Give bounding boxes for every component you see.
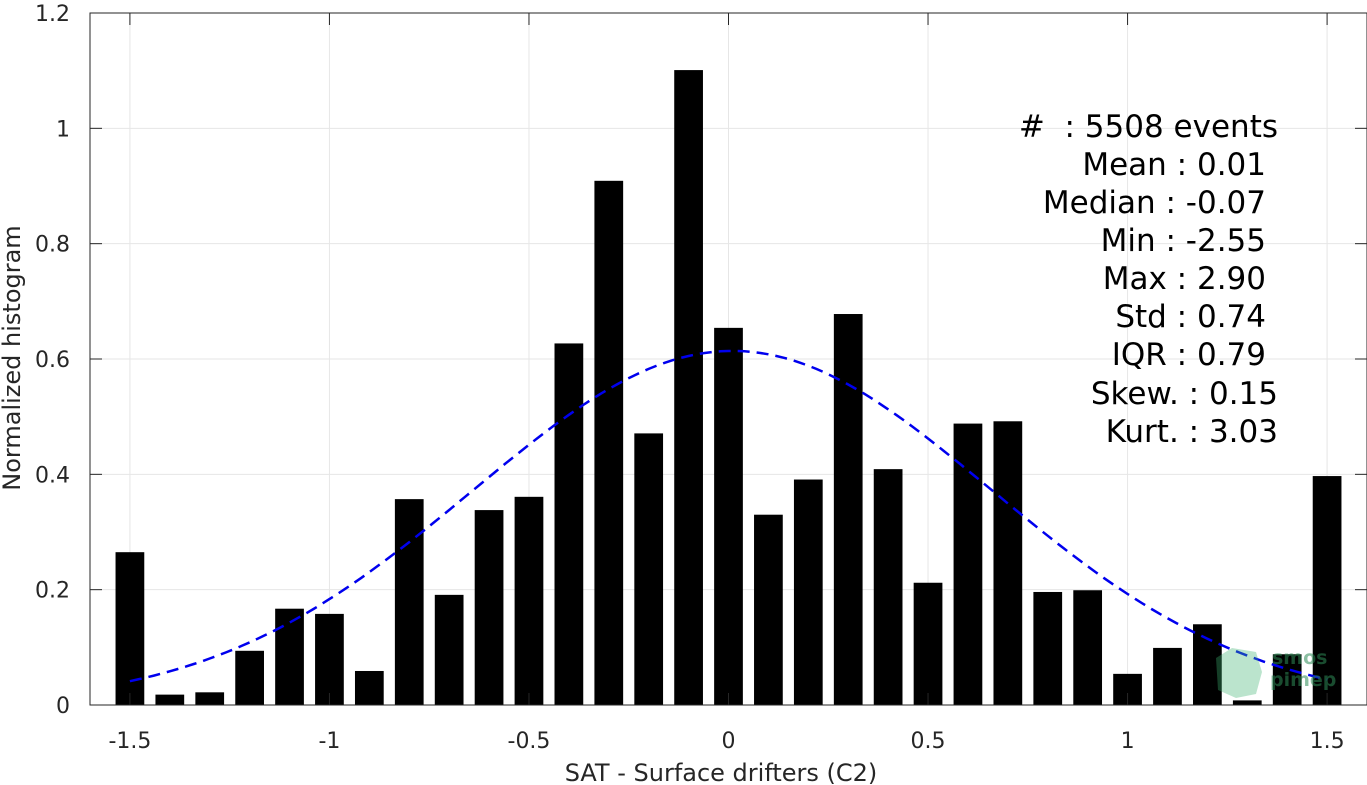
histogram-bar [674,70,703,706]
histogram-bar [913,582,943,705]
stats-line-skew: Skew. : 0.15 [1091,376,1278,412]
y-tick-label: 0.8 [35,233,70,258]
smos-pimep-watermark: smos pimep [1216,647,1336,698]
x-axis-label: SAT - Surface drifters (C2) [565,759,878,785]
histogram-bar [434,594,464,705]
y-tick-label: 0 [56,694,70,719]
histogram-bar [1232,700,1262,705]
histogram-bar [1073,590,1103,705]
x-tick-label: -1 [318,729,340,754]
watermark-logo-shape [1216,648,1262,698]
stats-line-min: Min : -2.55 [1101,223,1266,259]
y-tick-labels: 0 0.2 0.4 0.6 0.8 1 1.2 [35,2,70,719]
x-tick-label: 1.5 [1310,729,1345,754]
histogram-bar [474,510,504,705]
histogram-bar [275,608,304,705]
x-tick-label: 0.5 [911,729,946,754]
histogram-bar [793,479,823,705]
stats-annotation: # : 5508 events Mean : 0.01 Median : -0.… [1019,109,1278,450]
watermark-text-smos: smos [1272,647,1327,669]
histogram-bar [514,496,544,705]
stats-line-max: Max : 2.90 [1103,261,1266,297]
normal-fit-curve [129,349,1328,683]
histogram-bar [1153,647,1182,705]
histogram-bars [115,70,1342,706]
y-tick-label: 0.4 [35,463,70,488]
y-tick-label: 1 [56,117,70,142]
histogram-bar [354,670,384,705]
histogram-bar [1033,591,1063,705]
histogram-bar [714,327,743,705]
histogram-bar [115,552,145,705]
histogram-bar [195,692,225,705]
histogram-bar [873,469,903,705]
stats-line-mean: Mean : 0.01 [1082,147,1266,183]
stats-line-kurt: Kurt. : 3.03 [1106,414,1278,450]
stats-line-std: Std : 0.74 [1115,299,1266,335]
y-tick-label: 0.2 [35,579,70,604]
histogram-bar [394,499,424,705]
histogram-bar [1272,654,1302,705]
watermark-text-pimep: pimep [1270,669,1336,691]
histogram-bar [754,514,783,705]
normal-fit-line [129,349,1328,683]
stats-line-median: Median : -0.07 [1043,185,1266,221]
histogram-bar [1312,476,1342,705]
stats-line-count: # : 5508 events [1019,109,1278,145]
histogram-bar [554,343,584,705]
histogram-bar [953,423,983,705]
histogram-bar [315,613,344,705]
histogram-bar [993,421,1023,705]
stats-line-iqr: IQR : 0.79 [1112,337,1266,373]
y-axis-label: Normalized histogram [0,225,26,490]
x-tick-labels: -1.5 -1 -0.5 0 0.5 1 1.5 [108,729,1344,754]
x-tick-label: -0.5 [508,729,551,754]
x-tick-label: -1.5 [108,729,151,754]
histogram-bar [235,650,264,705]
y-tick-label: 1.2 [35,2,70,27]
x-tick-label: 1 [1121,729,1135,754]
x-tick-label: 0 [722,729,736,754]
histogram-bar [833,314,863,705]
y-tick-label: 0.6 [35,348,70,373]
histogram-bar [634,433,664,705]
axes [89,12,1367,706]
histogram-bar [155,694,185,705]
histogram-bar [594,180,624,705]
